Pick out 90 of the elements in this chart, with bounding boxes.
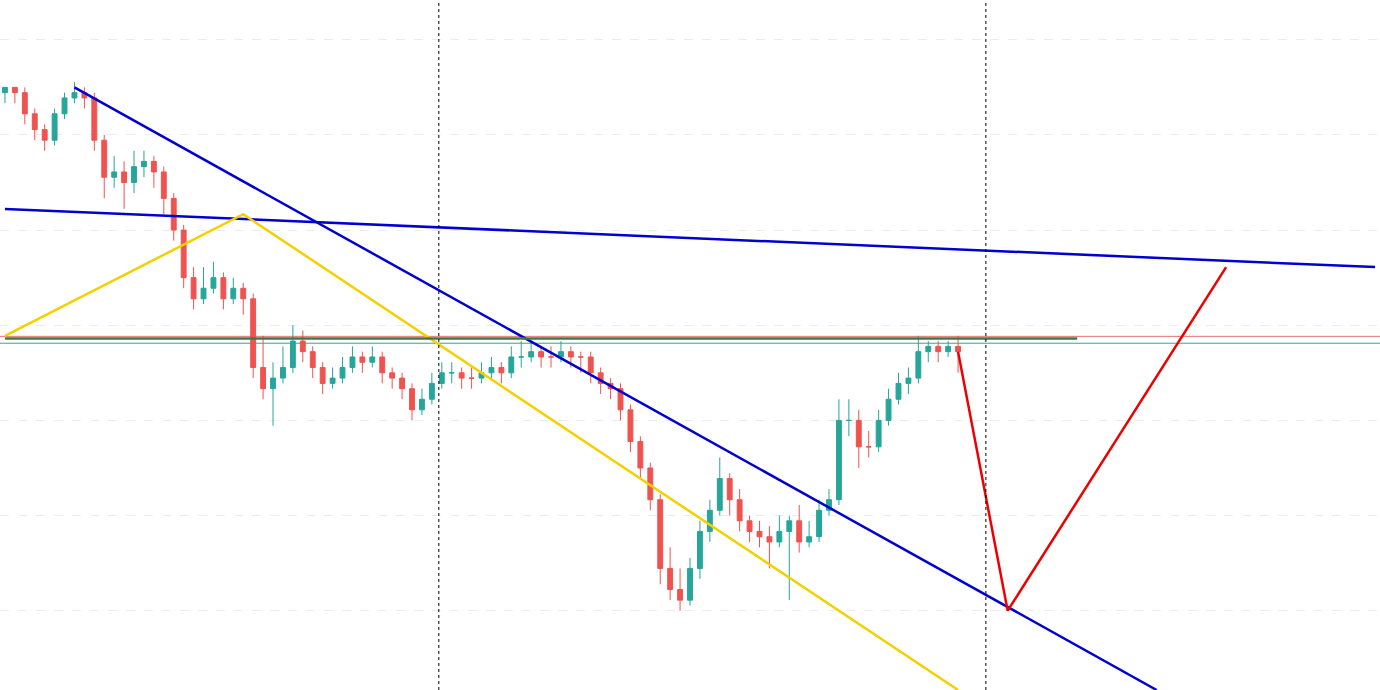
candlestick (697, 520, 703, 580)
candlestick (200, 266, 207, 305)
candlestick (210, 261, 217, 295)
candlestick (61, 92, 68, 120)
candlestick (309, 345, 316, 379)
candlestick (528, 340, 535, 363)
candlestick (41, 123, 48, 152)
candlestick (458, 367, 465, 390)
candlestick (280, 345, 286, 384)
candlestick (220, 271, 227, 310)
candlestick (111, 155, 118, 189)
candlestick (160, 166, 167, 215)
candlestick (865, 430, 872, 458)
candlestick (855, 409, 862, 469)
candlestick (399, 372, 406, 400)
candlestick (905, 367, 912, 395)
candlestick (488, 356, 495, 379)
candlestick (51, 108, 58, 147)
candlestick (468, 367, 475, 390)
candlestick (170, 192, 177, 242)
candlestick (955, 335, 961, 374)
candlestick (260, 335, 267, 400)
candlestick (667, 546, 674, 601)
candlestick (677, 567, 683, 612)
candlestick (746, 515, 753, 543)
candlestick (379, 351, 386, 384)
candlestick (369, 345, 376, 369)
candlestick (796, 504, 803, 554)
candlestick (389, 367, 396, 390)
candlestick (339, 356, 346, 384)
candlestick (448, 361, 455, 384)
candlestick (349, 345, 356, 374)
candlestick (409, 382, 415, 421)
candlestick (687, 557, 693, 606)
candlestick (945, 340, 952, 358)
candlestick (895, 372, 902, 406)
candlestick (736, 488, 743, 532)
candlestick (508, 345, 515, 379)
candlestick (419, 388, 425, 416)
candlestick (716, 456, 723, 517)
candlestick (31, 108, 38, 141)
candlestick (240, 282, 247, 316)
candlestick (438, 361, 445, 390)
candlestick (141, 150, 147, 178)
candlestick (319, 361, 326, 395)
candlestick (567, 345, 574, 369)
candlestick (2, 86, 8, 104)
candlestick (71, 81, 78, 104)
candlestick (558, 340, 564, 363)
candlestick (786, 515, 793, 601)
candlestick (885, 388, 892, 427)
candlestick (180, 224, 187, 289)
candlestick (806, 520, 813, 548)
candlestick (845, 398, 852, 437)
candlestick (190, 266, 197, 310)
candlestick (637, 435, 644, 480)
candlestick (518, 340, 525, 369)
candlestick (21, 86, 28, 125)
candlestick (657, 493, 664, 585)
candlestick (835, 398, 842, 506)
candlestick (289, 324, 296, 374)
candlestick (230, 277, 237, 305)
candlestick (329, 367, 336, 390)
candlestick (299, 330, 306, 363)
candlestick (359, 351, 366, 374)
candlestick (726, 472, 733, 517)
candlestick (498, 361, 505, 384)
candlestick (101, 134, 108, 199)
candlestick (587, 351, 594, 384)
candlestick (816, 499, 822, 543)
candlestick (428, 372, 435, 406)
candlestick (577, 351, 584, 374)
candlestick (925, 340, 932, 363)
candlestick (548, 345, 554, 369)
candlestick (538, 345, 545, 369)
candlestick (121, 160, 128, 210)
candlestick (647, 462, 654, 511)
candlestick (875, 409, 882, 453)
candlestick (11, 86, 18, 104)
candlestick (91, 92, 98, 152)
candlestick (756, 520, 763, 548)
candlestick (270, 361, 276, 427)
candlestick (935, 340, 942, 363)
candlestick (150, 155, 157, 189)
candlestick (627, 404, 634, 453)
candlestick (131, 150, 137, 194)
candlestick (915, 335, 922, 384)
candlestick (250, 293, 257, 379)
candlestick (766, 525, 773, 569)
candlestick (776, 515, 783, 548)
